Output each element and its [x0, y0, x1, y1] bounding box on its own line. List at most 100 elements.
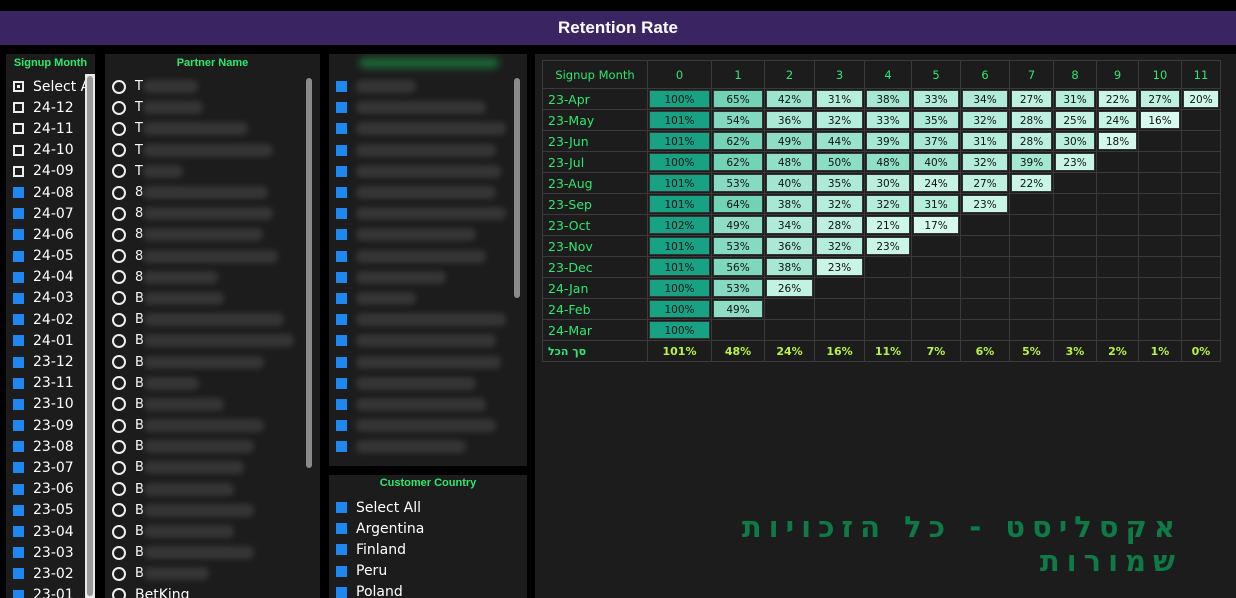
matrix-cell[interactable]: 101% — [647, 109, 712, 131]
matrix-cell[interactable] — [911, 235, 961, 257]
country-item[interactable]: Finland — [336, 539, 527, 560]
matrix-cell[interactable]: 33% — [911, 88, 961, 110]
matrix-cell[interactable]: 62% — [711, 130, 765, 152]
matrix-cell[interactable]: 49% — [711, 298, 765, 320]
matrix-row-label[interactable]: 23-Dec — [542, 256, 648, 278]
radio-icon[interactable] — [112, 79, 126, 94]
checkbox-icon[interactable] — [13, 335, 24, 347]
partner-item[interactable]: B — [112, 542, 320, 563]
matrix-cell[interactable]: 40% — [764, 172, 815, 194]
matrix-cell[interactable]: 54% — [711, 109, 765, 131]
signup-month-item[interactable]: 24-09 — [13, 161, 95, 182]
radio-icon[interactable] — [112, 100, 126, 115]
matrix-cell[interactable]: 34% — [960, 88, 1010, 110]
checkbox-icon[interactable] — [336, 335, 347, 347]
matrix-cell[interactable] — [814, 319, 865, 341]
checkbox-icon[interactable] — [336, 208, 347, 220]
radio-icon[interactable] — [112, 227, 126, 242]
matrix-cell[interactable]: 100% — [647, 151, 712, 173]
matrix-cell[interactable] — [1096, 172, 1139, 194]
matrix-cell[interactable]: 25% — [1053, 109, 1097, 131]
checkbox-icon[interactable] — [13, 547, 24, 559]
matrix-cell[interactable] — [1181, 130, 1221, 152]
matrix-cell[interactable] — [1181, 256, 1221, 278]
signup-month-item[interactable]: 23-07 — [13, 457, 95, 478]
partner-item[interactable]: 8 — [112, 203, 320, 224]
radio-icon[interactable] — [112, 482, 126, 497]
matrix-cell[interactable] — [764, 298, 815, 320]
matrix-cell[interactable]: 40% — [911, 151, 961, 173]
checkbox-icon[interactable] — [336, 523, 347, 535]
checkbox-icon[interactable] — [336, 229, 347, 241]
checkbox-icon[interactable] — [13, 441, 24, 453]
radio-icon[interactable] — [112, 460, 126, 475]
matrix-cell[interactable]: 24% — [911, 172, 961, 194]
matrix-cell[interactable]: 101% — [647, 130, 712, 152]
matrix-cell[interactable] — [814, 298, 865, 320]
matrix-row-label[interactable]: 24-Jan — [542, 277, 648, 299]
partner-item[interactable]: B — [112, 521, 320, 542]
matrix-corner-label[interactable]: Signup Month — [542, 60, 648, 89]
matrix-row-label[interactable]: 23-Oct — [542, 214, 648, 236]
matrix-cell[interactable]: 62% — [711, 151, 765, 173]
matrix-cell[interactable]: 39% — [1009, 151, 1054, 173]
partner-item[interactable]: 8 — [112, 246, 320, 267]
matrix-cell[interactable] — [960, 298, 1010, 320]
checkbox-icon[interactable] — [336, 102, 347, 114]
matrix-cell[interactable]: 48% — [864, 151, 912, 173]
checkbox-icon[interactable] — [336, 586, 347, 598]
matrix-cell[interactable]: 20% — [1181, 88, 1221, 110]
signup-month-item[interactable]: 23-01 — [13, 585, 95, 598]
matrix-column-header[interactable]: 9 — [1096, 60, 1139, 89]
partner-item[interactable]: B — [112, 436, 320, 457]
radio-icon[interactable] — [112, 545, 126, 560]
checkbox-icon[interactable] — [13, 165, 24, 177]
checkbox-icon[interactable] — [13, 229, 24, 241]
partner-item[interactable]: B — [112, 563, 320, 584]
checkbox-icon[interactable] — [13, 504, 24, 516]
matrix-cell[interactable]: 39% — [864, 130, 912, 152]
matrix-cell[interactable] — [1053, 172, 1097, 194]
signup-month-item[interactable]: 24-04 — [13, 267, 95, 288]
checkbox-icon[interactable] — [13, 102, 24, 114]
matrix-cell[interactable] — [1053, 193, 1097, 215]
signup-month-item[interactable]: 23-10 — [13, 394, 95, 415]
matrix-cell[interactable] — [1181, 193, 1221, 215]
matrix-cell[interactable] — [1053, 319, 1097, 341]
matrix-cell[interactable] — [1053, 256, 1097, 278]
matrix-cell[interactable]: 44% — [814, 130, 865, 152]
partner-item[interactable]: B — [112, 457, 320, 478]
checkbox-icon[interactable] — [336, 398, 347, 410]
radio-icon[interactable] — [112, 121, 126, 136]
matrix-cell[interactable]: 24% — [1096, 109, 1139, 131]
matrix-cell[interactable]: 102% — [647, 214, 712, 236]
matrix-cell[interactable] — [1053, 235, 1097, 257]
signup-month-item[interactable]: 24-07 — [13, 203, 95, 224]
radio-icon[interactable] — [112, 439, 126, 454]
checkbox-icon[interactable] — [13, 314, 24, 326]
matrix-cell[interactable] — [1096, 298, 1139, 320]
matrix-cell[interactable] — [1138, 256, 1182, 278]
checkbox-icon[interactable] — [336, 187, 347, 199]
matrix-cell[interactable]: 32% — [814, 193, 865, 215]
radio-icon[interactable] — [112, 588, 126, 598]
checkbox-icon[interactable] — [13, 356, 24, 368]
partner-item[interactable]: T — [112, 161, 320, 182]
matrix-cell[interactable] — [711, 319, 765, 341]
checkbox-icon[interactable] — [336, 544, 347, 556]
partner-item[interactable]: B — [112, 479, 320, 500]
matrix-cell[interactable]: 16% — [1138, 109, 1182, 131]
country-item[interactable]: Argentina — [336, 518, 527, 539]
matrix-row-label[interactable]: 24-Mar — [542, 319, 648, 341]
matrix-row-label[interactable]: 23-Nov — [542, 235, 648, 257]
matrix-cell[interactable] — [864, 319, 912, 341]
checkbox-icon[interactable] — [13, 589, 24, 598]
matrix-cell[interactable] — [864, 256, 912, 278]
signup-month-item[interactable]: 24-01 — [13, 330, 95, 351]
blurred-slicer-item[interactable] — [336, 309, 527, 330]
partner-item[interactable]: 8 — [112, 182, 320, 203]
matrix-cell[interactable] — [1096, 151, 1139, 173]
checkbox-icon[interactable] — [336, 144, 347, 156]
checkbox-icon[interactable] — [13, 123, 24, 135]
matrix-cell[interactable] — [1053, 277, 1097, 299]
